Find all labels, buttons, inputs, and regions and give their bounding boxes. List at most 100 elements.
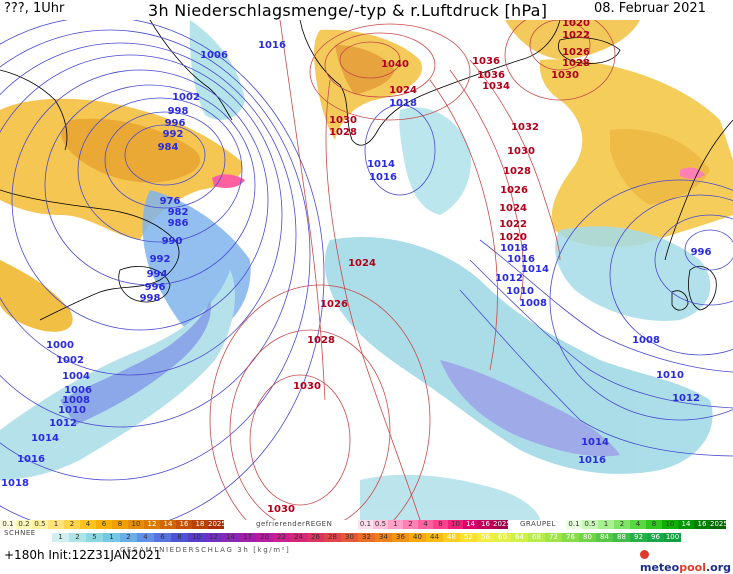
- pressure-label: 1012: [672, 393, 700, 404]
- isobar: [0, 54, 283, 376]
- isobar: [529, 20, 591, 71]
- rain-swatch: 5: [86, 533, 103, 542]
- rain-swatch: 26: [307, 533, 324, 542]
- rain-swatch: 20: [256, 533, 273, 542]
- map-header: ???, 1Uhr 3h Niederschlagsmenge/-typ & r…: [0, 0, 733, 20]
- legend-graupel-title: GRAUPEL: [520, 520, 556, 528]
- rain-swatch: 12: [205, 533, 222, 542]
- pressure-label: 1000: [46, 340, 74, 351]
- pressure-label: 1022: [499, 219, 527, 230]
- rain-swatch: 68: [528, 533, 545, 542]
- rain-area-ocean-core: [440, 360, 620, 457]
- graupel-swatch: 0.1: [566, 520, 582, 529]
- pressure-label: 1024: [389, 85, 417, 96]
- isobar: [549, 179, 733, 421]
- snow-swatch: 6: [96, 520, 112, 529]
- graupel-swatch: 16: [694, 520, 710, 529]
- rain-swatch: 2: [120, 533, 137, 542]
- snow-swatch: 18: [192, 520, 208, 529]
- pressure-label: 1014: [31, 433, 59, 444]
- rain-swatch: 6: [154, 533, 171, 542]
- rain-swatch: 24: [290, 533, 307, 542]
- pressure-label: 996: [145, 282, 166, 293]
- pressure-label: 994: [147, 269, 168, 280]
- isobar: [104, 111, 226, 209]
- isobar: [339, 41, 401, 79]
- pressure-label: 1022: [562, 30, 590, 41]
- snow-swatch: 16: [176, 520, 192, 529]
- snow-swatch: 4: [80, 520, 96, 529]
- isobar: [609, 194, 733, 356]
- rain-swatch: 88: [613, 533, 630, 542]
- rain-swatch: 4: [137, 533, 154, 542]
- coastlines: [0, 20, 733, 321]
- snow-swatch: 12: [144, 520, 160, 529]
- logo-dot-icon: [640, 550, 649, 559]
- rain-swatch: 96: [647, 533, 664, 542]
- pressure-label: 992: [150, 254, 171, 265]
- rain-area-south: [360, 474, 540, 520]
- pressure-label: 1002: [56, 355, 84, 366]
- pressure-label: 1016: [258, 40, 286, 51]
- logo-accent: pool: [679, 561, 706, 574]
- pressure-label: 1030: [293, 381, 321, 392]
- freezing-rain-swatch: 1: [388, 520, 403, 529]
- isobar: [469, 259, 733, 409]
- pressure-label: 1008: [519, 298, 547, 309]
- pressure-label: 996: [165, 118, 186, 129]
- pressure-label: 1020: [499, 232, 527, 243]
- pressure-label: 1026: [500, 185, 528, 196]
- isobar: [44, 84, 256, 286]
- isobar: [124, 124, 206, 186]
- rain-swatch: 2: [69, 533, 86, 542]
- rain-swatch: 44: [426, 533, 443, 542]
- rain-swatch: 56: [477, 533, 494, 542]
- pressure-label: 1012: [49, 418, 77, 429]
- freezing-rain-spot: [212, 174, 245, 188]
- isobar: [0, 42, 297, 428]
- isobar: [429, 79, 498, 371]
- pressure-label: 996: [691, 247, 712, 258]
- pressure-label: 1018: [1, 478, 29, 489]
- rain-swatch: 14: [222, 533, 239, 542]
- rain-swatch: 30: [341, 533, 358, 542]
- rain-swatch: 10: [188, 533, 205, 542]
- freezing-rain-spots: [212, 167, 705, 188]
- isobar: [11, 69, 269, 331]
- isobar: [325, 79, 421, 520]
- graupel-swatch: 10: [662, 520, 678, 529]
- valid-time-label: ???, 1Uhr: [4, 1, 65, 16]
- pressure-label: 1010: [506, 286, 534, 297]
- freezing-rain-swatch: 0.5: [373, 520, 388, 529]
- rain-swatch: 8: [171, 533, 188, 542]
- rain-swatch: 72: [545, 533, 562, 542]
- precip-snow-areas: [0, 20, 733, 332]
- coastline-ireland: [671, 290, 689, 311]
- freezing-rain-swatch: 14: [463, 520, 478, 529]
- pressure-label: 1030: [507, 146, 535, 157]
- snow-swatch: 2025+: [208, 520, 224, 529]
- coastline-labrador: [0, 189, 180, 321]
- freezing-rain-swatch: 0.1: [358, 520, 373, 529]
- pressure-label: 1006: [64, 385, 92, 396]
- snow-swatch: 0.5: [32, 520, 48, 529]
- snow-swatch: 1: [48, 520, 64, 529]
- weather-map[interactable]: 1016 1006 1002 998 996 992 984 976 982 9…: [0, 20, 733, 520]
- isobar: [469, 59, 561, 261]
- valid-date-label: 08. Februar 2021: [594, 1, 706, 16]
- snow-swatch: 0.2: [16, 520, 32, 529]
- pressure-label: 984: [158, 142, 179, 153]
- rain-swatch: 48: [443, 533, 460, 542]
- meteopool-logo[interactable]: meteopool.org: [640, 548, 733, 574]
- freezing-rain-swatch: 16: [478, 520, 493, 529]
- snow-swatch: 2: [64, 520, 80, 529]
- logo-suffix: .org: [705, 561, 732, 574]
- pressure-label: 1016: [578, 455, 606, 466]
- pressure-label: 1006: [200, 50, 228, 61]
- coastline-norway: [664, 119, 733, 261]
- rain-swatch: 1: [52, 533, 69, 542]
- snow-area-labrador-core: [61, 118, 201, 183]
- rain-area-icelandic-low: [399, 107, 471, 215]
- pressure-label: 1030: [329, 115, 357, 126]
